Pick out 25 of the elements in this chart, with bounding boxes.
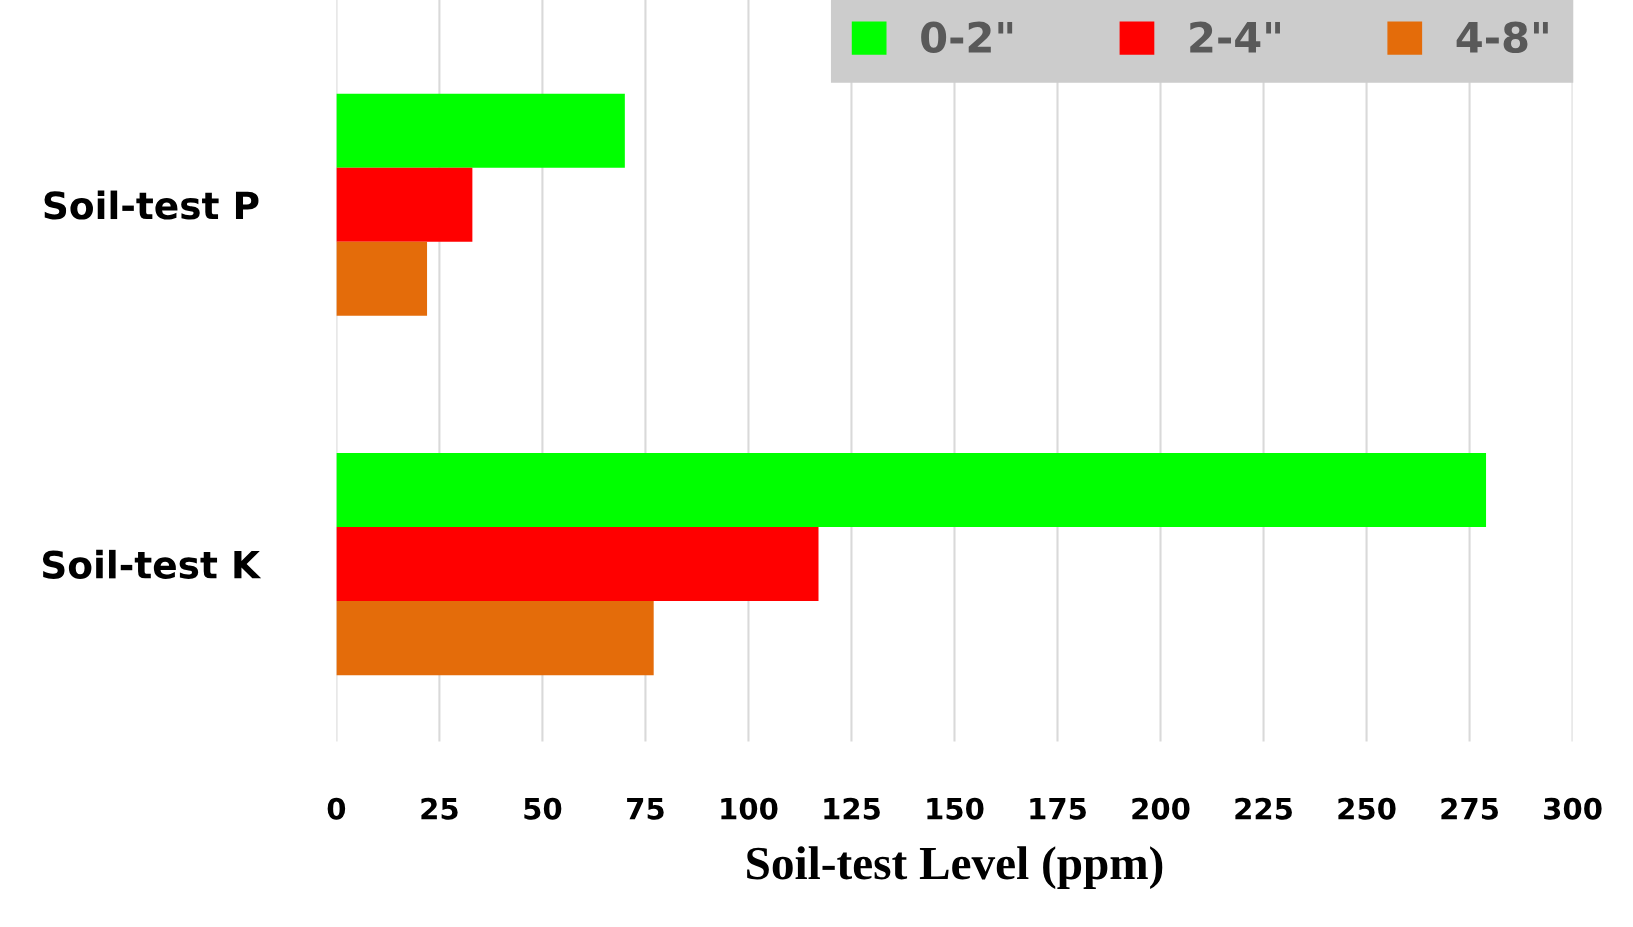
bar — [336, 453, 1487, 528]
bar — [336, 527, 819, 602]
x-tick-label: 250 — [1338, 797, 1396, 820]
legend-label: 0-2" — [921, 21, 1013, 54]
y-tick-label: Soil-test K — [42, 549, 262, 579]
bar — [336, 241, 428, 316]
x-tick-label: 175 — [1030, 798, 1086, 820]
bar — [336, 93, 625, 168]
x-tick-label: 125 — [824, 797, 880, 820]
x-axis-title: Soil-test Level (ppm) — [747, 846, 1163, 890]
x-tick-label: 225 — [1235, 797, 1292, 820]
x-tick-label: 300 — [1544, 797, 1602, 820]
x-tick-label: 100 — [721, 797, 778, 820]
legend-label: 4-8" — [1456, 21, 1548, 54]
x-tick-label: 275 — [1441, 797, 1498, 820]
legend-label: 2-4" — [1190, 21, 1280, 53]
y-tick-label: Soil-test P — [44, 190, 259, 220]
x-tick-label: 200 — [1132, 797, 1190, 820]
x-tick-label: 0 — [327, 797, 346, 820]
x-tick-label: 150 — [927, 797, 984, 820]
bar — [336, 167, 473, 242]
x-tick-label: 50 — [524, 797, 562, 820]
bar — [336, 601, 654, 676]
x-tick-label: 25 — [421, 797, 458, 820]
x-tick-label: 75 — [627, 798, 664, 820]
